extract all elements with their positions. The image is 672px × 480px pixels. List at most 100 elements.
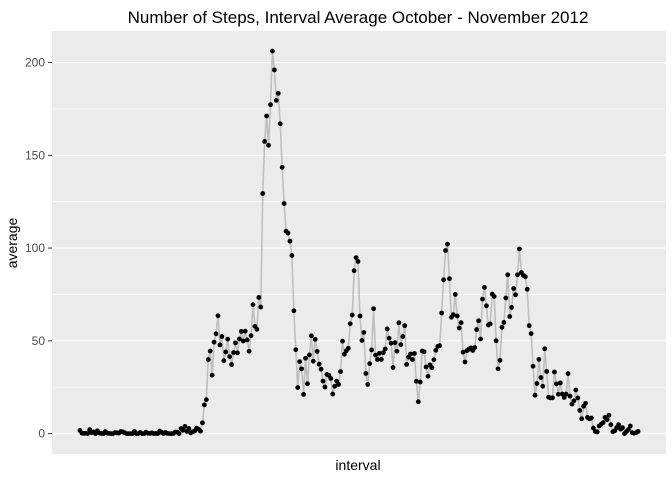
data-point [429, 365, 435, 371]
y-tick-label: 0 [38, 427, 45, 441]
data-point [301, 392, 306, 397]
data-point [361, 330, 367, 335]
data-point [373, 352, 378, 358]
data-point [287, 238, 293, 244]
data-point [421, 349, 427, 355]
data-point [589, 415, 594, 421]
data-point [513, 292, 518, 298]
data-point [227, 354, 233, 359]
data-point [256, 295, 262, 300]
data-point [565, 371, 571, 377]
data-point [456, 325, 462, 331]
data-point [262, 138, 268, 144]
data-point [281, 201, 287, 206]
data-point [536, 356, 542, 362]
data-point [474, 327, 480, 332]
data-point [211, 339, 217, 345]
data-point [608, 422, 614, 428]
data-point [454, 313, 460, 319]
data-point [404, 361, 410, 367]
data-point [443, 248, 448, 253]
data-point [441, 277, 446, 283]
data-point [517, 246, 522, 252]
chart-title: Number of Steps, Interval Average Octobe… [128, 8, 589, 27]
data-point [445, 241, 450, 247]
data-point [507, 314, 513, 319]
data-point [412, 351, 417, 356]
data-point [369, 347, 375, 353]
data-point [355, 259, 361, 264]
data-point [532, 392, 538, 398]
data-point [604, 417, 610, 423]
data-point [198, 428, 203, 434]
data-point [583, 400, 588, 406]
data-point [544, 369, 550, 374]
data-point [231, 350, 236, 355]
data-point [336, 382, 341, 387]
data-point [312, 336, 318, 342]
data-point [238, 328, 244, 334]
data-point [417, 379, 423, 385]
data-point [386, 335, 392, 341]
data-point [384, 326, 390, 332]
data-point [268, 102, 273, 108]
data-point [264, 113, 270, 119]
data-point [542, 346, 548, 352]
data-point [458, 320, 464, 326]
data-point [410, 357, 415, 362]
data-point [320, 378, 326, 384]
data-point [390, 365, 396, 370]
data-point [396, 320, 402, 326]
data-point [322, 384, 328, 390]
data-point [563, 391, 569, 397]
data-point [575, 395, 581, 401]
data-point [277, 121, 283, 127]
data-point [375, 357, 380, 362]
data-point [423, 364, 429, 370]
data-point [524, 286, 530, 292]
data-point [483, 303, 489, 309]
data-point [447, 276, 452, 282]
data-point [450, 312, 456, 318]
y-tick-label: 150 [25, 148, 45, 162]
data-point [207, 348, 213, 354]
data-point [377, 350, 382, 356]
data-point [478, 336, 483, 342]
data-point [203, 397, 209, 403]
data-point [182, 423, 188, 429]
data-point [201, 402, 207, 408]
data-point [221, 358, 227, 364]
x-axis-label: interval [335, 457, 380, 473]
data-point [270, 48, 275, 54]
data-point [503, 295, 509, 301]
data-point [347, 321, 353, 327]
data-point [557, 380, 563, 386]
data-point [308, 333, 314, 339]
data-point [217, 342, 223, 348]
data-point [573, 387, 579, 393]
data-point [223, 349, 229, 355]
y-tick-label: 100 [25, 241, 45, 255]
data-point [273, 97, 279, 103]
y-axis-ticks: 0 50 100 150 200 [25, 56, 52, 441]
data-point [402, 323, 408, 329]
data-point [371, 306, 376, 312]
data-point [305, 381, 310, 387]
data-point [365, 382, 371, 387]
data-point [200, 420, 205, 426]
data-point [314, 349, 320, 354]
data-point [180, 427, 186, 433]
data-point [431, 357, 437, 363]
data-point [530, 363, 536, 369]
data-point [439, 310, 445, 316]
data-point [600, 420, 606, 426]
data-point [330, 391, 336, 397]
data-point [480, 296, 485, 302]
data-point [400, 334, 406, 339]
data-point [85, 431, 91, 436]
data-point [392, 340, 398, 346]
data-point [367, 361, 373, 367]
data-point [567, 393, 573, 399]
data-point [505, 272, 511, 278]
